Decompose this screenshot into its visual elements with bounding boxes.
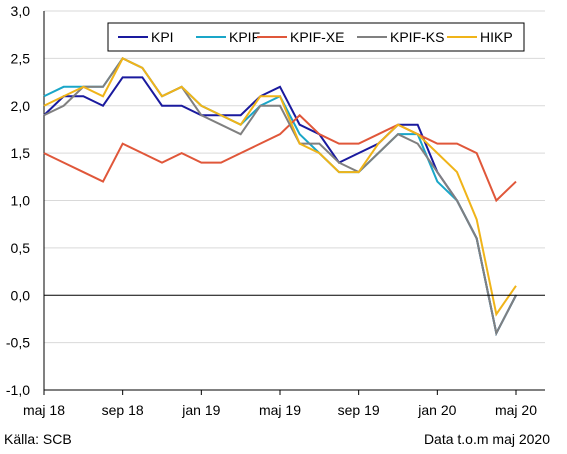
y-tick-label: 0,5 bbox=[11, 240, 31, 256]
series-layer bbox=[43, 57, 545, 337]
y-tick-label: 1,0 bbox=[11, 193, 31, 209]
source-label: Källa: SCB bbox=[4, 431, 72, 447]
series-line-kpif-ks bbox=[43, 57, 517, 337]
legend-label-kpif: KPIF bbox=[229, 29, 260, 45]
series-line-kpif bbox=[43, 57, 517, 337]
y-tick-label: -1,0 bbox=[6, 382, 30, 398]
y-tick-label: -0,5 bbox=[6, 335, 30, 351]
x-tick-label: sep 18 bbox=[102, 402, 144, 418]
y-tick-label: 3,0 bbox=[11, 3, 31, 19]
legend-label-kpif-xe: KPIF-XE bbox=[290, 29, 344, 45]
x-tick-label: jan 19 bbox=[181, 402, 220, 418]
legend-label-hikp: HIKP bbox=[480, 29, 513, 45]
legend-label-kpi: KPI bbox=[151, 29, 174, 45]
legend-label-kpif-ks: KPIF-KS bbox=[390, 29, 444, 45]
x-tick-label: maj 19 bbox=[259, 402, 301, 418]
y-tick-label: 2,5 bbox=[11, 50, 31, 66]
data-note-label: Data t.o.m maj 2020 bbox=[423, 431, 550, 447]
legend: KPI KPIF KPIF-XE KPIF-KS HIKP bbox=[107, 22, 525, 52]
series-line-kpif-xe bbox=[43, 113, 517, 203]
x-tick-label: maj 18 bbox=[23, 402, 65, 418]
x-tick-label: sep 19 bbox=[338, 402, 380, 418]
grid-layer bbox=[44, 10, 545, 391]
y-tick-label: 1,5 bbox=[11, 145, 31, 161]
x-tick-label: maj 20 bbox=[495, 402, 537, 418]
x-tick-label: jan 20 bbox=[417, 402, 456, 418]
y-tick-label: 0,0 bbox=[11, 287, 31, 303]
series-line-hikp bbox=[43, 57, 517, 317]
y-tick-label: 2,0 bbox=[11, 98, 31, 114]
axis-layer: 3,0 2,5 2,0 1,5 1,0 0,5 0,0 -0,5 -1,0 maj 18 sep 1… bbox=[6, 3, 545, 418]
